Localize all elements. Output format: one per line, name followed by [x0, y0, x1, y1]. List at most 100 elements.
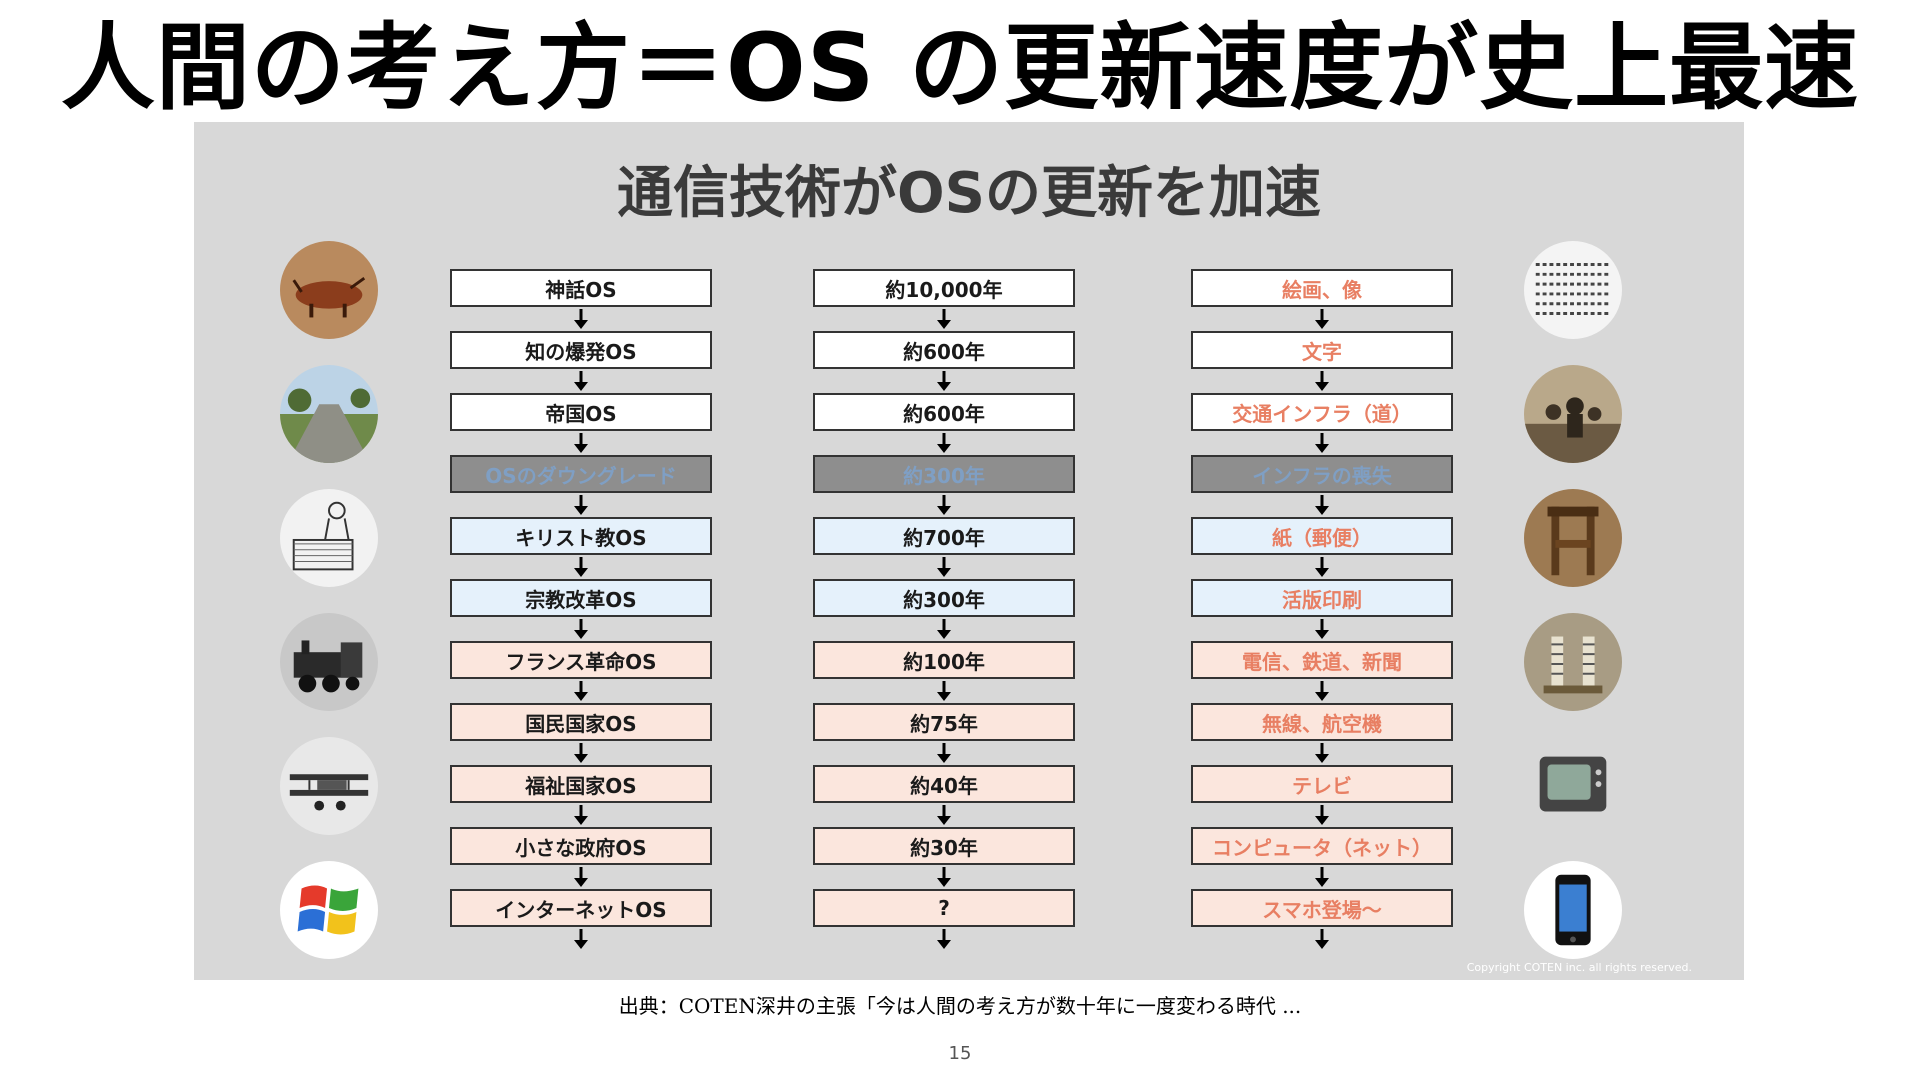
down-arrow-icon [571, 741, 591, 765]
flow-row: キリスト教OS [450, 517, 712, 579]
down-arrow-icon [1312, 679, 1332, 703]
period-label: 約10,000年 [885, 277, 1003, 302]
monk-scriptorium-icon [280, 489, 378, 587]
down-arrow-icon [1312, 431, 1332, 455]
steam-locomotive-icon [280, 613, 378, 711]
flow-row: 交通インフラ（道） [1191, 393, 1453, 455]
down-arrow-icon [1312, 617, 1332, 641]
down-arrow-icon [571, 307, 591, 331]
flow-row: 神話OS [450, 269, 712, 331]
slide-title: 人間の考え方＝OS の更新速度が史上最速 [60, 14, 1860, 123]
crt-television-icon [1524, 737, 1622, 835]
tech-box: 紙（郵便） [1191, 517, 1453, 555]
down-arrow-icon [1312, 555, 1332, 579]
tech-box: 電信、鉄道、新聞 [1191, 641, 1453, 679]
os-label: 宗教改革OS [525, 587, 637, 612]
period-label: 約600年 [903, 401, 985, 426]
flow-row: 電信、鉄道、新聞 [1191, 641, 1453, 703]
os-box: 神話OS [450, 269, 712, 307]
period-label: 約300年 [903, 587, 985, 612]
printing-press-icon [1524, 489, 1622, 587]
period-box: 約600年 [813, 393, 1075, 431]
down-arrow-icon [934, 679, 954, 703]
diagram-panel: 通信技術がOSの更新を加速 神話OS 知の爆発OS 帝国OS OSのダウングレード キリ… [194, 122, 1744, 980]
down-arrow-icon [934, 369, 954, 393]
os-box: OSのダウングレード [450, 455, 712, 493]
down-arrow-icon [934, 555, 954, 579]
period-box: 約700年 [813, 517, 1075, 555]
down-arrow-icon [934, 741, 954, 765]
tech-box: 絵画、像 [1191, 269, 1453, 307]
flow-row: 無線、航空機 [1191, 703, 1453, 765]
period-box: ? [813, 889, 1075, 927]
flow-row: 小さな政府OS [450, 827, 712, 889]
flow-row: 約30年 [813, 827, 1075, 889]
os-box: 帝国OS [450, 393, 712, 431]
period-label: 約300年 [903, 463, 985, 488]
tech-label: インフラの喪失 [1252, 463, 1392, 488]
source-citation: 出典：COTEN深井の主張「今は人間の考え方が数十年に一度変わる時代 ... [618, 994, 1302, 1018]
flow-row: 絵画、像 [1191, 269, 1453, 331]
down-arrow-icon [934, 803, 954, 827]
period-label: 約100年 [903, 649, 985, 674]
tech-label: 交通インフラ（道） [1232, 401, 1412, 426]
down-arrow-icon [934, 307, 954, 331]
down-arrow-icon [1312, 369, 1332, 393]
flow-row: 国民国家OS [450, 703, 712, 765]
tech-label: テレビ [1292, 773, 1352, 798]
os-label: 福祉国家OS [525, 773, 637, 798]
tech-label: 活版印刷 [1282, 587, 1362, 612]
os-box: 知の爆発OS [450, 331, 712, 369]
down-arrow-icon [934, 431, 954, 455]
tech-label: 絵画、像 [1282, 277, 1362, 302]
period-label: 約75年 [910, 711, 978, 736]
flow-row: 約40年 [813, 765, 1075, 827]
flow-row: ? [813, 889, 1075, 951]
tech-label: 文字 [1302, 339, 1342, 364]
flow-row: 約10,000年 [813, 269, 1075, 331]
down-arrow-icon [571, 493, 591, 517]
os-column: 神話OS 知の爆発OS 帝国OS OSのダウングレード キリスト教OS 宗教改革OS フラン… [450, 269, 712, 951]
tech-box: インフラの喪失 [1191, 455, 1453, 493]
down-arrow-icon [1312, 927, 1332, 951]
flow-row: 約100年 [813, 641, 1075, 703]
os-label: 帝国OS [545, 401, 617, 426]
period-box: 約40年 [813, 765, 1075, 803]
flow-row: 宗教改革OS [450, 579, 712, 641]
down-arrow-icon [934, 865, 954, 889]
os-box: キリスト教OS [450, 517, 712, 555]
down-arrow-icon [1312, 803, 1332, 827]
flow-row: テレビ [1191, 765, 1453, 827]
os-box: フランス革命OS [450, 641, 712, 679]
smartphone-icon [1524, 861, 1622, 959]
flow-row: 約600年 [813, 393, 1075, 455]
page-number: 15 [948, 1043, 972, 1064]
os-label: 国民国家OS [525, 711, 637, 736]
tech-label: コンピュータ（ネット） [1212, 835, 1432, 860]
down-arrow-icon [571, 865, 591, 889]
period-box: 約600年 [813, 331, 1075, 369]
period-box: 約100年 [813, 641, 1075, 679]
os-box: 小さな政府OS [450, 827, 712, 865]
flow-row: 帝国OS [450, 393, 712, 455]
flow-row: 紙（郵便） [1191, 517, 1453, 579]
os-box: 宗教改革OS [450, 579, 712, 617]
cave-painting-icon [280, 241, 378, 339]
os-box: 福祉国家OS [450, 765, 712, 803]
telegraph-machine-icon [1524, 613, 1622, 711]
flow-row: フランス革命OS [450, 641, 712, 703]
down-arrow-icon [571, 803, 591, 827]
down-arrow-icon [571, 679, 591, 703]
os-box: インターネットOS [450, 889, 712, 927]
down-arrow-icon [1312, 493, 1332, 517]
period-label: 約700年 [903, 525, 985, 550]
flow-row: 約300年 [813, 579, 1075, 641]
period-box: 約30年 [813, 827, 1075, 865]
down-arrow-icon [934, 927, 954, 951]
flow-row: 約600年 [813, 331, 1075, 393]
period-label: ? [938, 896, 950, 920]
period-box: 約300年 [813, 579, 1075, 617]
os-label: 知の爆発OS [525, 339, 637, 364]
flow-row: インフラの喪失 [1191, 455, 1453, 517]
flow-row: 文字 [1191, 331, 1453, 393]
